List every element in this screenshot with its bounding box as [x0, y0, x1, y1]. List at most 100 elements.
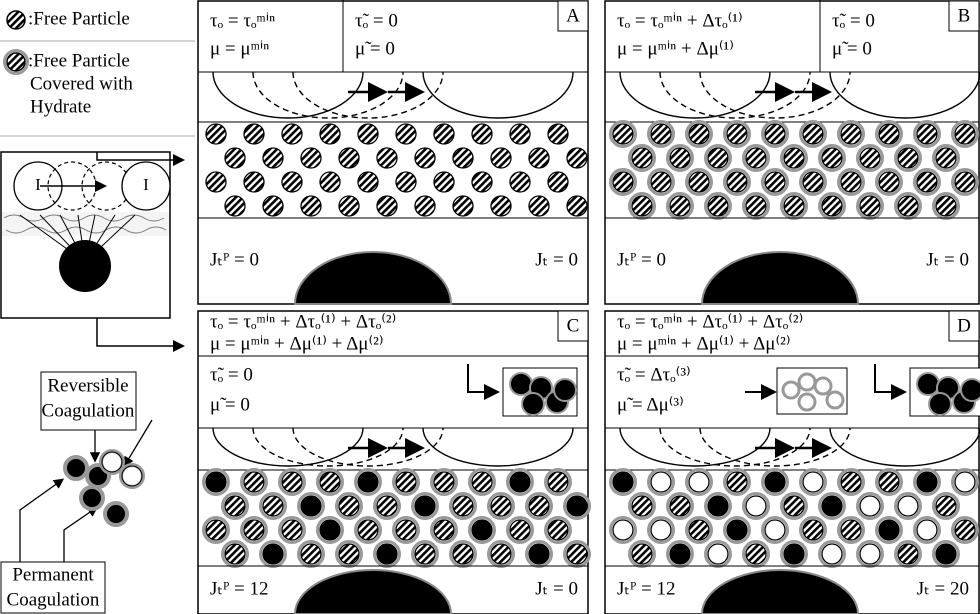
equation: τ̃ₒ = 0	[355, 10, 398, 31]
particle	[358, 172, 378, 192]
particle	[689, 172, 709, 192]
particle	[879, 472, 899, 492]
particle	[358, 520, 378, 540]
particle	[613, 124, 633, 144]
particle	[632, 148, 652, 168]
particle	[917, 124, 937, 144]
particle	[803, 124, 823, 144]
particle	[689, 124, 709, 144]
particle	[784, 148, 804, 168]
particle	[567, 148, 587, 168]
particle	[358, 124, 378, 144]
flux-label: Jₜ = 0	[535, 578, 578, 599]
particle	[651, 472, 671, 492]
particle	[548, 172, 568, 192]
particle	[453, 496, 473, 516]
particle	[898, 496, 918, 516]
particle	[936, 544, 956, 564]
particle	[510, 520, 530, 540]
flux-label: Jₜ = 20	[917, 578, 969, 599]
particle-label: I	[143, 175, 149, 194]
aggregate-particle	[917, 373, 939, 395]
particle	[708, 196, 728, 216]
particle	[510, 472, 530, 492]
particle	[651, 172, 671, 192]
particle	[955, 124, 975, 144]
particle	[206, 124, 226, 144]
particle	[529, 148, 549, 168]
particle	[803, 520, 823, 540]
legend-label: Covered with	[30, 73, 133, 94]
particle	[727, 172, 747, 192]
particle	[841, 124, 861, 144]
particle	[917, 472, 937, 492]
equation: μ = μᵐⁱⁿ + Δμ⁽¹⁾	[617, 38, 734, 59]
panel-label: A	[566, 5, 580, 26]
particle	[282, 172, 302, 192]
equation: μ̃ = Δμ⁽³⁾	[617, 394, 684, 415]
figure: :Free Particle:Free ParticleCovered with…	[0, 0, 980, 614]
particle	[263, 196, 283, 216]
particle	[670, 544, 690, 564]
particle	[529, 544, 549, 564]
particle	[860, 148, 880, 168]
particle	[955, 472, 975, 492]
particle	[320, 172, 340, 192]
particle	[784, 196, 804, 216]
particle	[936, 496, 956, 516]
particle	[613, 520, 633, 540]
particle	[727, 520, 747, 540]
particle	[548, 520, 568, 540]
equation: μ = μᵐⁱⁿ + Δμ⁽¹⁾ + Δμ⁽²⁾	[617, 333, 791, 354]
particle	[936, 196, 956, 216]
particle	[670, 148, 690, 168]
particle	[632, 196, 652, 216]
particle	[784, 544, 804, 564]
equation: τₒ = τₒᵐⁱⁿ + Δτₒ⁽¹⁾ + Δτₒ⁽²⁾	[617, 311, 803, 332]
equation: τ̃ₒ = 0	[832, 10, 875, 31]
particle	[377, 196, 397, 216]
particle	[917, 172, 937, 192]
particle	[548, 472, 568, 492]
particle	[396, 520, 416, 540]
particle	[225, 148, 245, 168]
particle	[567, 544, 587, 564]
particle	[491, 148, 511, 168]
particle	[822, 496, 842, 516]
equation: τₒ = τₒᵐⁱⁿ + Δτₒ⁽¹⁾	[617, 10, 743, 31]
particle	[822, 196, 842, 216]
particle	[898, 544, 918, 564]
particle	[708, 544, 728, 564]
equation: μ = μᵐⁱⁿ	[210, 38, 269, 59]
particle	[803, 172, 823, 192]
particle	[263, 148, 283, 168]
particle-label: I+1	[73, 255, 97, 274]
aggregate-particle	[799, 394, 815, 410]
particle	[415, 196, 435, 216]
particle	[898, 196, 918, 216]
legend-label: Hydrate	[30, 96, 91, 117]
aggregate-particle	[799, 374, 815, 390]
particle	[917, 520, 937, 540]
aggregate-particle	[929, 393, 951, 415]
particle	[377, 496, 397, 516]
particle	[651, 124, 671, 144]
particle	[396, 472, 416, 492]
particle	[651, 520, 671, 540]
particle	[860, 544, 880, 564]
particle	[396, 172, 416, 192]
legend-label: :Free Particle	[28, 50, 130, 71]
particle	[339, 496, 359, 516]
particle	[689, 520, 709, 540]
particle	[491, 196, 511, 216]
aggregate-particle	[510, 373, 532, 395]
particle	[632, 544, 652, 564]
equation: μ̃ = 0	[210, 394, 250, 415]
particle	[244, 172, 264, 192]
particle	[548, 124, 568, 144]
flux-label: Jₜ = 0	[535, 249, 578, 270]
particle	[613, 172, 633, 192]
particle	[339, 196, 359, 216]
equation: μ = μᵐⁱⁿ + Δμ⁽¹⁾ + Δμ⁽²⁾	[210, 333, 384, 354]
